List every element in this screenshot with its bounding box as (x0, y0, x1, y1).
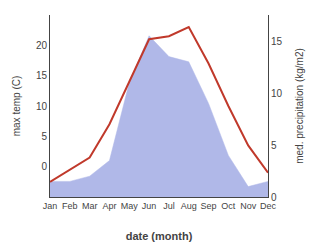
svg-text:Oct: Oct (221, 201, 236, 211)
svg-text:med. precipitation (kg/m2): med. precipitation (kg/m2) (294, 48, 305, 164)
svg-text:10: 10 (271, 88, 283, 99)
svg-text:0: 0 (271, 192, 277, 203)
svg-text:15: 15 (271, 36, 283, 47)
svg-text:10: 10 (36, 101, 48, 112)
svg-text:May: May (121, 201, 139, 211)
svg-text:Sep: Sep (201, 201, 217, 211)
svg-text:Jan: Jan (43, 201, 58, 211)
svg-text:Dec: Dec (260, 201, 277, 211)
svg-text:Jun: Jun (142, 201, 157, 211)
svg-text:5: 5 (271, 140, 277, 151)
svg-text:0: 0 (41, 161, 47, 172)
svg-text:15: 15 (36, 70, 48, 81)
svg-text:Apr: Apr (102, 201, 116, 211)
svg-text:Nov: Nov (240, 201, 257, 211)
svg-text:20: 20 (36, 40, 48, 51)
svg-text:Feb: Feb (62, 201, 78, 211)
svg-text:5: 5 (41, 131, 47, 142)
svg-text:Mar: Mar (82, 201, 98, 211)
svg-text:Aug: Aug (181, 201, 197, 211)
svg-text:Jul: Jul (163, 201, 175, 211)
svg-text:date (month): date (month) (126, 230, 193, 242)
svg-text:max temp (C): max temp (C) (11, 76, 22, 137)
